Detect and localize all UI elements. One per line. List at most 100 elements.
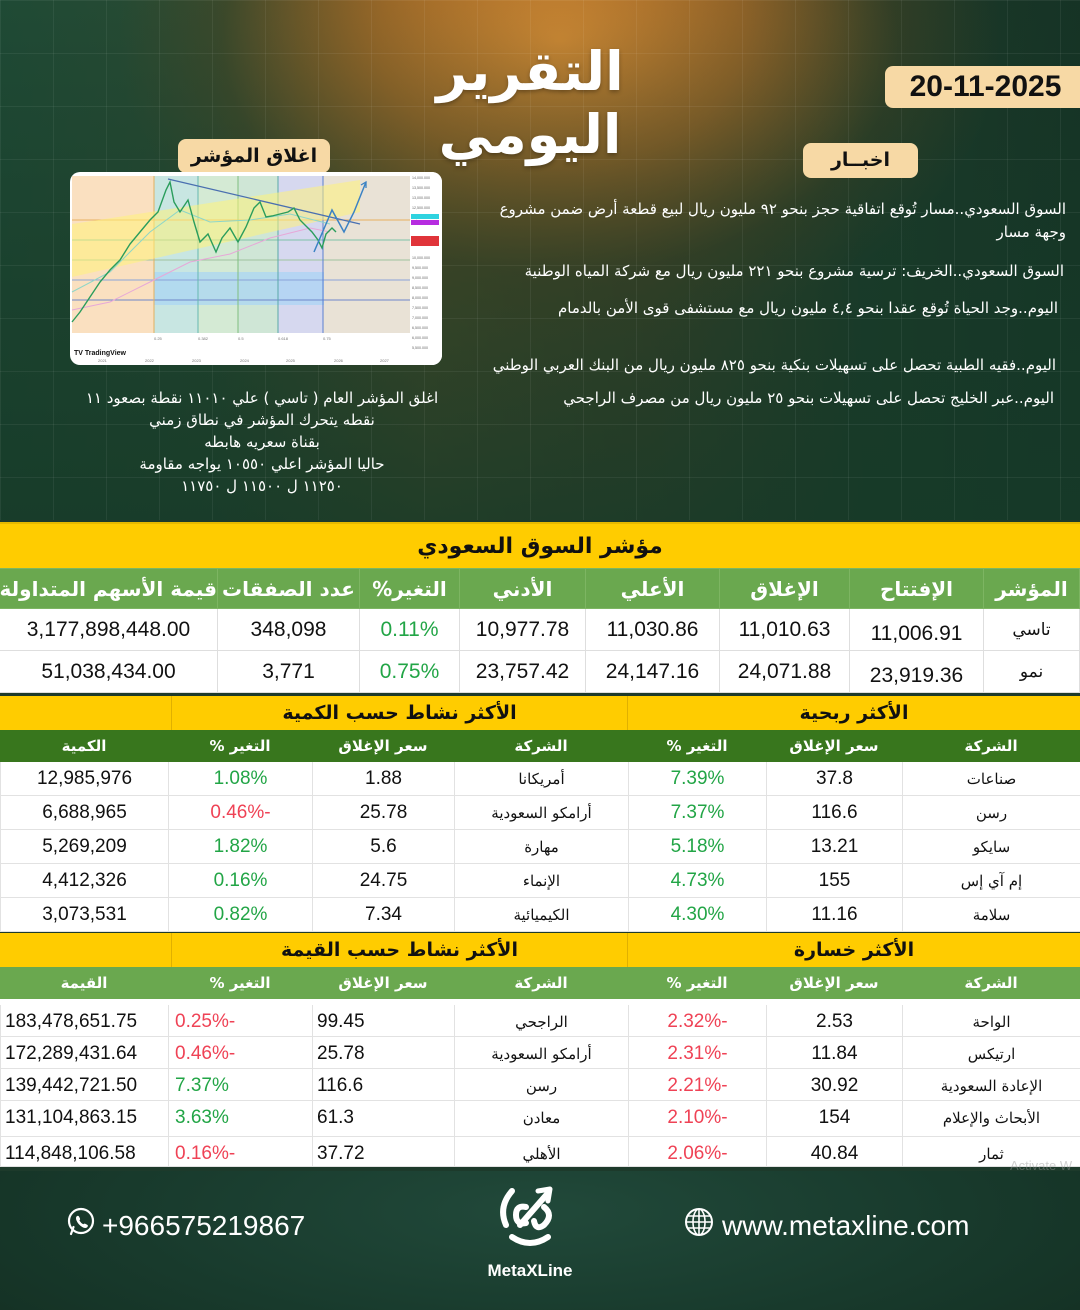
saudi-index-table: المؤشر الإفتتاح الإغلاق الأعلي الأدني ال… [0, 568, 1080, 693]
svg-text:2022: 2022 [145, 358, 155, 363]
news-item[interactable]: السوق السعودي..الخريف: ترسية مشروع بنحو … [524, 262, 1064, 280]
change-pct: 1.08% [168, 762, 312, 795]
close-price: 155 [766, 864, 902, 897]
low-value: 10,977.78 [459, 608, 586, 651]
company-name: الأهلي [454, 1137, 628, 1166]
losers-value-grid: الأكثر خسارة الأكثر نشاط حسب القيمة الشر… [0, 933, 1080, 1167]
col-company: الشركة [964, 737, 1018, 755]
company-name: الكيميائية [454, 898, 628, 931]
news-item[interactable]: اليوم..عبر الخليج تحصل على تسهيلات بنحو … [563, 389, 1054, 407]
svg-text:13,500.000: 13,500.000 [412, 186, 430, 190]
col-close: سعر الإغلاق [338, 737, 428, 755]
news-item[interactable]: اليوم..وجد الحياة تُوقع عقدا بنحو ٤,٤ مل… [557, 299, 1058, 317]
change-pct: 4.73% [628, 864, 766, 897]
change-pct: -2.06% [628, 1137, 766, 1166]
table-row: إم آي إس 155 4.73% الإنماء 24.75 0.16% 4… [0, 864, 1080, 898]
index-name: تاسي [983, 608, 1080, 651]
svg-text:2021: 2021 [98, 358, 108, 363]
company-name: الواحة [902, 1005, 1080, 1036]
company-name: رسن [454, 1069, 628, 1100]
phone-contact[interactable]: +966575219867 [66, 1207, 305, 1244]
company-name: أمريكانا [454, 762, 628, 795]
company-name: الأبحاث والإعلام [902, 1101, 1080, 1136]
change-pct: -2.32% [628, 1005, 766, 1036]
svg-text:TV TradingView: TV TradingView [74, 350, 127, 357]
table-row: ارتيكس 11.84 -2.31% أرامكو السعودية 25.7… [0, 1037, 1080, 1069]
change-pct: -2.10% [628, 1101, 766, 1136]
quantity: 6,688,965 [0, 796, 168, 829]
table-row: الواحة 2.53 -2.32% الراجحي 99.45 -0.25% … [0, 1005, 1080, 1037]
close-value: 11,010.63 [719, 608, 850, 651]
company-name: الإعادة السعودية [902, 1069, 1080, 1100]
trade-value: 183,478,651.75 [0, 1005, 168, 1036]
news-item[interactable]: السوق السعودي..مسار تُوقع اتفاقية حجز بن… [499, 200, 1066, 241]
col-close: الإغلاق [719, 568, 850, 609]
company-name: سلامة [902, 898, 1080, 931]
col-company: الشركة [964, 974, 1018, 992]
change-value: 0.75% [359, 650, 460, 693]
company-name: صناعات [902, 762, 1080, 795]
index-close-label: اغلاق المؤشر [178, 139, 330, 173]
change-pct: -0.46% [168, 1037, 312, 1068]
svg-text:12,500.000: 12,500.000 [412, 206, 430, 210]
close-price: 37.72 [312, 1137, 454, 1166]
commentary-line: حاليا المؤشر اعلي ١٠٥٥٠ يواجه مقاومة [139, 455, 385, 473]
svg-text:14,000.000: 14,000.000 [412, 176, 430, 180]
website-link[interactable]: www.metaxline.com [684, 1207, 969, 1244]
table-header-row: الشركة سعر الإغلاق التغير % الشركة سعر ا… [0, 730, 1080, 762]
logo-icon [500, 1186, 553, 1246]
company-name: إم آي إس [902, 864, 1080, 897]
traded-value: 51,038,434.00 [0, 650, 218, 693]
phone-number: +966575219867 [102, 1209, 306, 1241]
close-price: 40.84 [766, 1137, 902, 1166]
close-price: 11.16 [766, 898, 902, 931]
close-price: 2.53 [766, 1005, 902, 1036]
news-item[interactable]: اليوم..فقيه الطبية تحصل على تسهيلات بنكي… [492, 356, 1056, 374]
close-price: 11.84 [766, 1037, 902, 1068]
change-value: 0.11% [359, 608, 460, 651]
company-name: مهارة [454, 830, 628, 863]
svg-text:5,500.000: 5,500.000 [412, 346, 428, 350]
most-active-value-title: الأكثر نشاط حسب القيمة [172, 933, 628, 967]
activate-windows-watermark: Activate W [1010, 1158, 1073, 1173]
col-company: الشركة [514, 737, 568, 755]
report-hero: التقرير اليومي 20-11-2025 اغلاق المؤشر ا… [0, 0, 1080, 520]
top-gainers-title: الأكثر ربحية [799, 702, 909, 724]
quantity: 5,269,209 [0, 830, 168, 863]
company-name: الإنماء [454, 864, 628, 897]
footer: +966575219867 MetaXLine www.metaxline.co… [0, 1171, 1080, 1310]
change-pct: 0.16% [168, 864, 312, 897]
svg-text:7,000.000: 7,000.000 [412, 316, 428, 320]
table-row: الأبحاث والإعلام 154 -2.10% معادن 61.3 3… [0, 1101, 1080, 1137]
col-traded-value: قيمة الأسهم المتداولة [0, 568, 218, 609]
trade-value: 131,104,863.15 [0, 1101, 168, 1136]
col-value: القيمة [60, 974, 108, 992]
svg-text:2023: 2023 [192, 358, 202, 363]
trade-value: 139,442,721.50 [0, 1069, 168, 1100]
svg-text:0.618: 0.618 [278, 336, 289, 341]
commentary-line: بقناة سعريه هابطه [204, 433, 320, 451]
quantity: 12,985,976 [0, 762, 168, 795]
company-name: الراجحي [454, 1005, 628, 1036]
change-pct: 7.39% [628, 762, 766, 795]
col-change: التغير % [666, 974, 728, 992]
banner-spacer [0, 696, 172, 730]
svg-text:2026: 2026 [334, 358, 344, 363]
gainers-volume-grid: الأكثر ربحية الأكثر نشاط حسب الكمية الشر… [0, 696, 1080, 932]
commentary-line: اغلق المؤشر العام ( تاسي ) علي ١١٠١٠ نقط… [85, 389, 439, 407]
section-banner-row: الأكثر خسارة الأكثر نشاط حسب القيمة [0, 933, 1080, 967]
close-price: 1.88 [312, 762, 454, 795]
svg-text:8,500.000: 8,500.000 [412, 286, 428, 290]
close-price: 37.8 [766, 762, 902, 795]
quantity: 3,073,531 [0, 898, 168, 931]
table-header-row: الشركة سعر الإغلاق التغير % الشركة سعر ا… [0, 967, 1080, 999]
col-close: سعر الإغلاق [789, 974, 879, 992]
svg-text:2025: 2025 [286, 358, 296, 363]
whatsapp-icon [66, 1207, 96, 1244]
chart-graphic: 14,000.000 13,500.000 13,000.000 12,500.00… [71, 172, 442, 365]
col-quantity: الكمية [61, 737, 107, 755]
trade-value: 172,289,431.64 [0, 1037, 168, 1068]
col-close: سعر الإغلاق [789, 737, 879, 755]
high-value: 24,147.16 [585, 650, 720, 693]
close-price: 24.75 [312, 864, 454, 897]
